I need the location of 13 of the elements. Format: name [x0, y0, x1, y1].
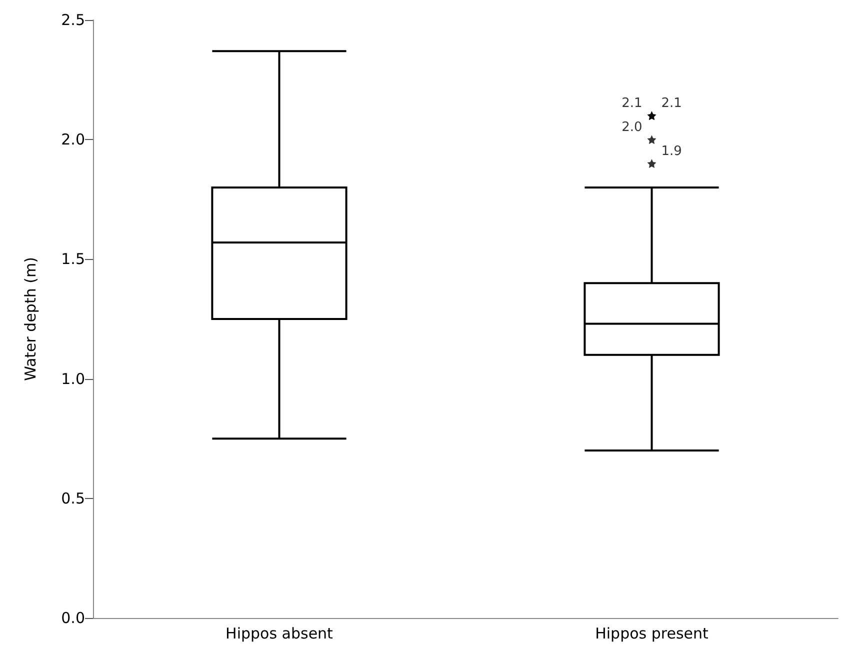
y-tick-label: 2.5: [61, 11, 85, 29]
data-label: 1.9: [661, 144, 682, 160]
y-tick-label: 0.0: [61, 609, 85, 627]
y-tick-label: 1.0: [61, 370, 85, 388]
data-label: 2.1: [622, 96, 642, 112]
y-tick-label: 1.5: [61, 250, 85, 268]
data-label: 2.0: [622, 120, 642, 136]
y-tick-label: 0.5: [61, 489, 85, 508]
data-label: 2.1: [661, 96, 682, 112]
y-tick-label: 2.0: [61, 130, 85, 149]
x-tick-label: Hippos present: [595, 624, 708, 642]
y-axis-title: Water depth (m): [22, 257, 40, 381]
x-tick-label: Hippos absent: [226, 624, 334, 642]
